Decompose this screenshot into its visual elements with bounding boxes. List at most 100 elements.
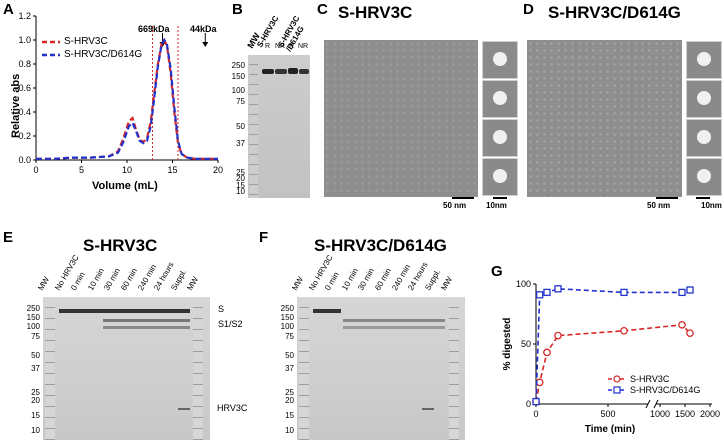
sec-xtick-label: 10 [122, 165, 132, 175]
panel-c-scalebar-2 [493, 197, 507, 199]
gel-f-lane-label: Suppl. [423, 267, 443, 292]
gel-b-marker-label: 100 [231, 86, 245, 95]
gel-f-lane-label: MW [439, 275, 455, 292]
dig-ylabel: % digested [502, 318, 513, 371]
gel-e-label-s1s2: S1/S2 [218, 319, 243, 329]
dig-point [620, 288, 628, 297]
sec-xlabel: Volume (mL) [92, 180, 158, 192]
panel-e-title: S-HRV3C [83, 236, 158, 255]
gel-e-marker-label: 100 [26, 322, 40, 331]
gel-f-marker-label: 100 [280, 322, 294, 331]
gel-e-marker-label: 150 [26, 313, 40, 322]
gel-f-lane-label: MW [290, 275, 306, 292]
gel-e [43, 297, 210, 440]
sec-ytick-label: 0.0 [18, 155, 31, 165]
gel-f-marker-label: 150 [280, 313, 294, 322]
gel-e-ladder-left [45, 297, 55, 440]
gel-f-marker-label: 50 [285, 351, 294, 360]
sec-ylabel: Relative abs [10, 73, 22, 138]
gel-f-band-hrv3c [422, 408, 434, 410]
gel-e-band-s [59, 309, 190, 313]
dig-legend-label-1: S-HRV3C [630, 374, 670, 384]
particle-blob [493, 52, 507, 66]
sec-legend-2: S-HRV3C/D614G [64, 49, 143, 60]
dig-xtick-label: 500 [600, 409, 615, 419]
panel-c-micrograph [324, 40, 478, 197]
dig-ytick-label: 100 [516, 279, 531, 289]
dig-point [686, 329, 694, 338]
gel-b [248, 55, 310, 198]
gel-b-band-1 [262, 69, 274, 74]
gel-b-r2: R [289, 43, 295, 50]
gel-e-marker-label: 10 [31, 426, 40, 435]
dig-ytick-label: 50 [521, 339, 531, 349]
dig-point [686, 286, 694, 294]
gel-b-nr1: NR [275, 43, 286, 50]
gel-f-band-s1s2b [343, 326, 445, 329]
panel-c-scale-1: 50 nm [443, 201, 467, 210]
gel-e-marker-label: 50 [31, 351, 40, 360]
particle-blob [697, 169, 711, 183]
gel-e-marker-label: 75 [31, 332, 40, 341]
gel-f-ladder-right [449, 297, 459, 440]
gel-b-marker-label: 250 [231, 61, 245, 70]
particle-blob [697, 52, 711, 66]
particle-blob [493, 91, 507, 105]
dig-ytick-label: 0 [526, 399, 531, 409]
gel-f [297, 297, 465, 440]
gel-b-marker-label: 15 [236, 181, 245, 190]
gel-b-band-4 [299, 69, 309, 74]
gel-f-marker-label: 250 [280, 304, 294, 313]
gel-b-nr2: NR [298, 43, 309, 50]
sec-ytick-label: 0.4 [18, 107, 31, 117]
panel-label-a: A [3, 1, 14, 18]
gel-e-marker-label: 37 [31, 364, 40, 373]
gel-b-marker-label: 20 [236, 174, 245, 183]
gel-f-lane-label: 0 min [323, 270, 341, 292]
panel-d-micrograph [527, 40, 682, 197]
particle-blob [493, 130, 507, 144]
panel-d-thumb [686, 158, 722, 196]
gel-f-ladder-left [299, 297, 309, 440]
panel-label-g: G [491, 263, 503, 280]
dig-point [554, 331, 562, 340]
gel-f-marker-label: 20 [285, 396, 294, 405]
dig-point [678, 288, 686, 297]
sec-series [36, 37, 218, 160]
sec-chart: 0.0 0.2 0.4 0.6 0.8 1.0 1.2 0 5 10 15 20 [18, 11, 223, 175]
gel-e-marker-label: 20 [31, 396, 40, 405]
sec-ytick-label: 0.8 [18, 59, 31, 69]
gel-e-lane-label: MW [185, 275, 201, 292]
gel-b-marker-label: 37 [236, 139, 245, 148]
gel-e-band-hrv3c [178, 408, 190, 410]
dig-point [543, 288, 551, 297]
sec-xtick-label: 20 [213, 165, 223, 175]
gel-e-band-s1s2a [103, 319, 190, 322]
gel-b-marker-label: 150 [231, 72, 245, 81]
gel-f-band-s [313, 309, 341, 313]
panel-c-title: S-HRV3C [338, 3, 413, 22]
gel-f-marker-label: 15 [285, 411, 294, 420]
particle-blob [493, 169, 507, 183]
panel-c-thumb [482, 158, 518, 196]
panel-c-thumb [482, 80, 518, 118]
panel-d-scalebar-2 [696, 197, 710, 199]
dig-legend-label-2: S-HRV3C/D614G [630, 385, 700, 395]
dig-point [678, 320, 686, 329]
gel-e-lane-label: 0 min [69, 270, 87, 292]
sec-ytick-label: 0.6 [18, 83, 31, 93]
panel-c-scale-2: 10nm [486, 201, 507, 210]
gel-b-ladder [249, 55, 258, 198]
gel-b-marker-label: 50 [236, 122, 245, 131]
panel-label-e: E [3, 229, 14, 246]
dig-axis-break-1 [645, 399, 651, 409]
gel-b-marker-label: 10 [236, 187, 245, 196]
gel-b-marker-label: 75 [236, 97, 245, 106]
dig-legend-marker-2 [613, 386, 621, 394]
gel-e-ladder-right [193, 297, 203, 440]
sec-xtick-label: 5 [79, 165, 84, 175]
panel-d-thumb [686, 119, 722, 157]
gel-f-marker-label: 75 [285, 332, 294, 341]
